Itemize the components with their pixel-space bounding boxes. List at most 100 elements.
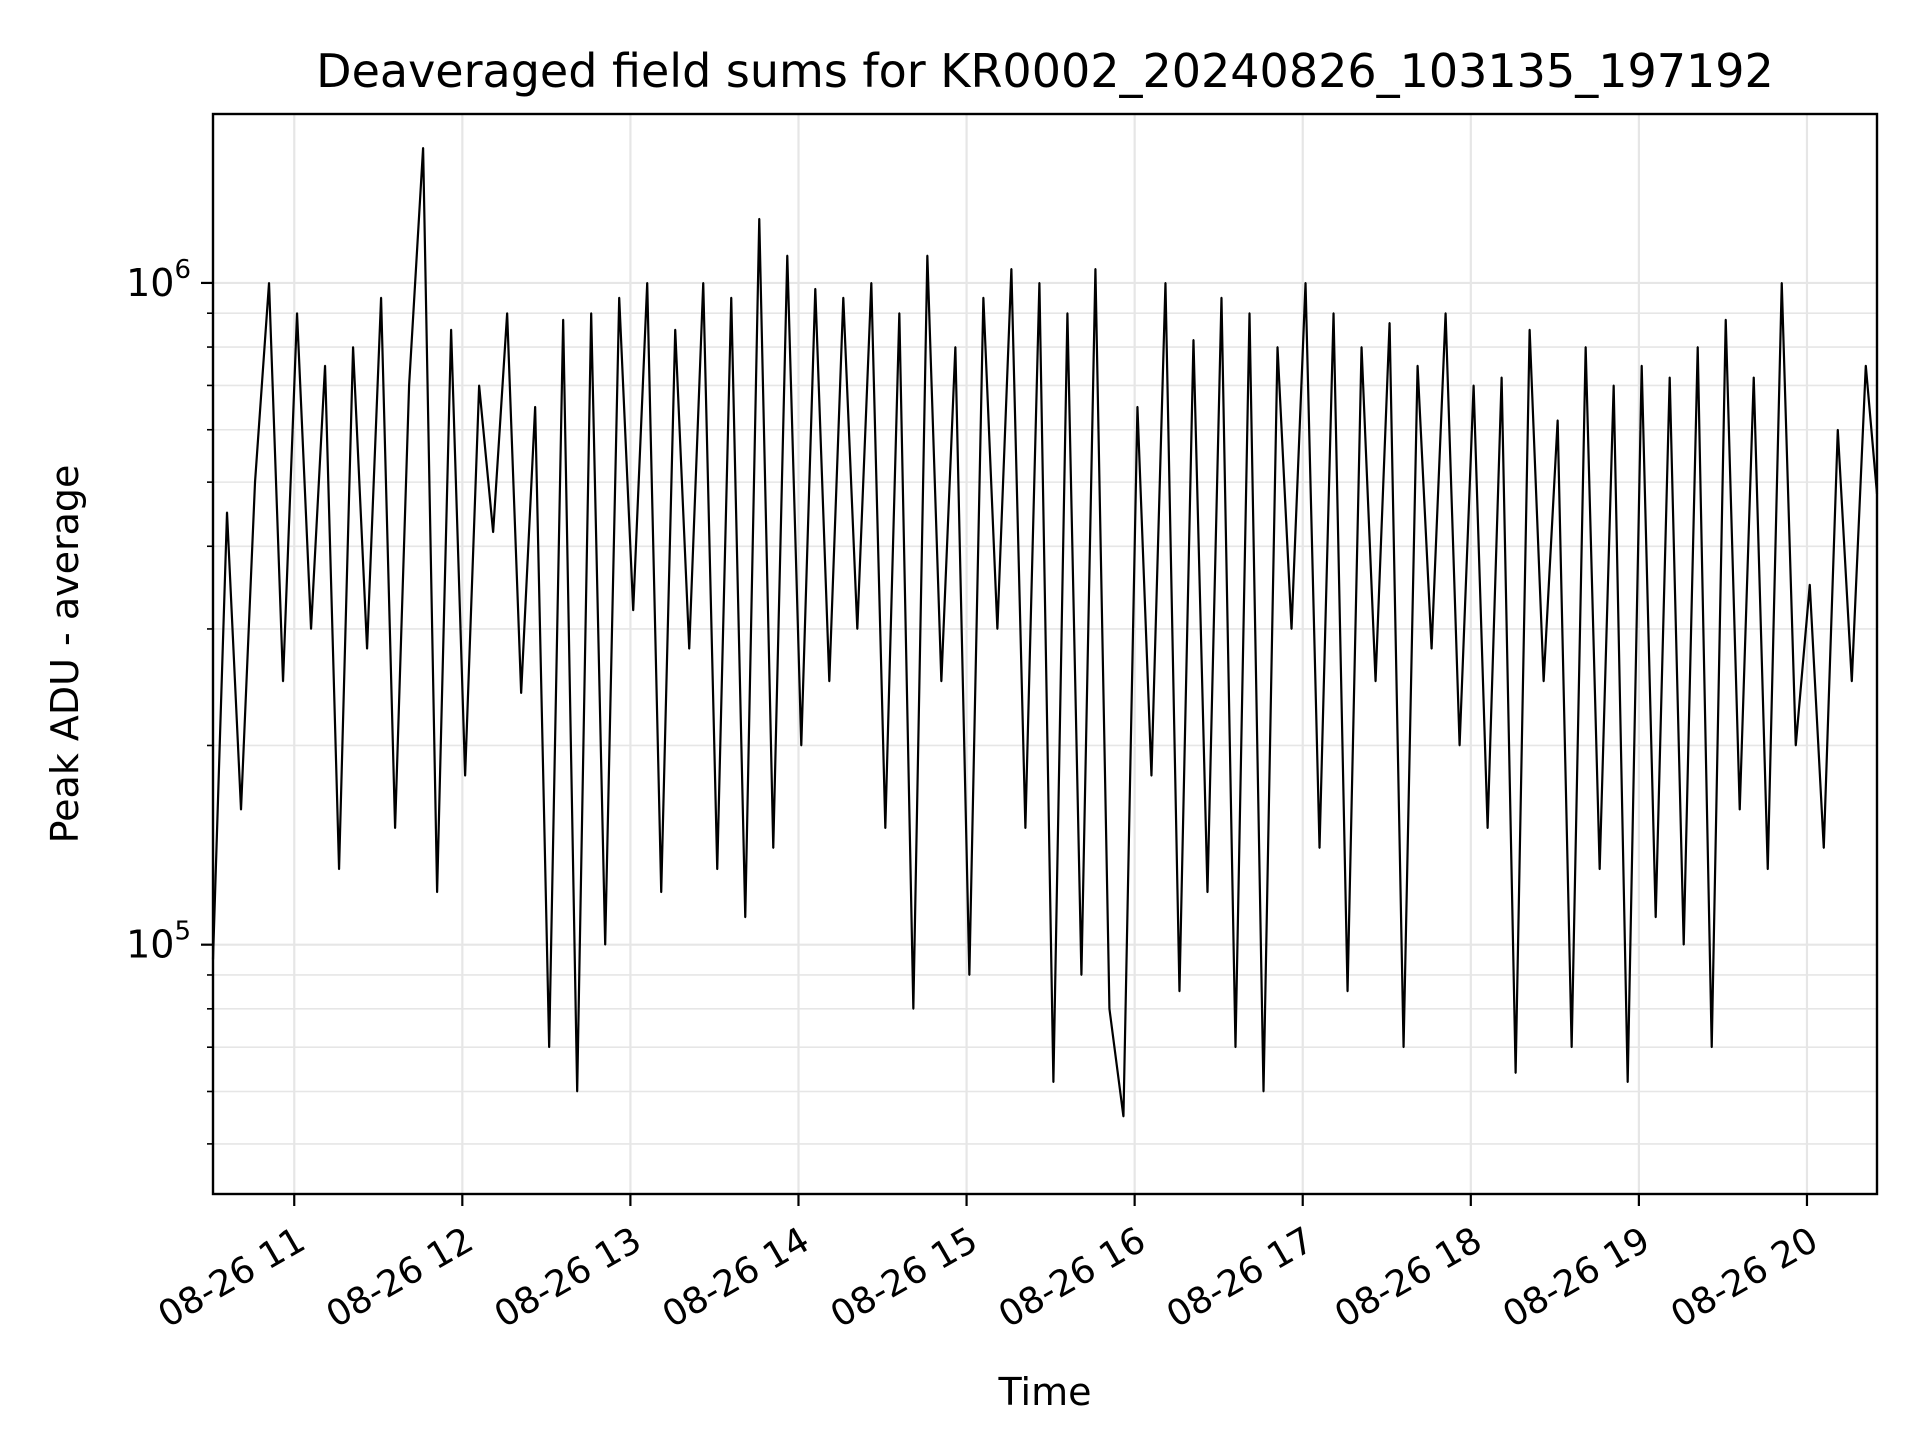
data-point [1164,282,1167,284]
data-point [842,296,845,299]
data-point [1500,376,1503,379]
data-point [786,254,789,257]
data-point [1304,282,1307,284]
data-point [1150,774,1153,777]
y-axis: 105 106 [126,255,213,1145]
data-point [1514,1072,1517,1074]
data-point [492,531,495,534]
data-point [1766,868,1769,871]
data-point [1430,647,1433,650]
data-point [1444,312,1447,315]
data-point [590,312,593,315]
axes-frame [211,112,1879,1196]
data-point [240,808,242,811]
data-point [1724,318,1727,321]
y-tick-label: 105 [126,917,191,967]
data-point [380,296,382,299]
data-point [1416,364,1419,367]
data-point [1276,346,1279,348]
data-point [660,891,663,894]
y-axis-label: Peak ADU - average [43,465,87,844]
data-point [1038,282,1041,284]
data-point [1640,364,1643,367]
data-point [898,312,901,315]
data-point [1822,847,1825,849]
data-point [478,384,481,387]
y-tick-label: 106 [126,255,191,305]
data-point [996,628,999,630]
data-point [254,481,256,484]
data-point [1780,282,1783,284]
data-point [940,680,943,683]
data-point [506,312,509,315]
data-point [1584,346,1587,348]
data-point [352,346,354,348]
data-point [1206,891,1209,894]
data-point [1808,583,1811,586]
data-point [394,827,396,830]
data-point [884,827,887,830]
data-point [954,346,957,348]
data-point [1374,680,1377,683]
data-point [1612,384,1615,387]
plot-area [211,146,1879,1118]
data-point [1052,1081,1055,1083]
data-point [968,974,971,976]
data-point [1570,1046,1573,1049]
data-point [1626,1081,1629,1083]
data-point [1332,312,1335,315]
data-point [450,328,453,331]
data-point [1360,346,1363,348]
data-point [1556,419,1559,422]
data-point [464,774,467,777]
data-point [1080,974,1083,976]
data-point [366,647,368,650]
data-point [646,282,649,284]
data-point [1668,376,1671,379]
data-point [632,609,635,612]
data-point [1108,1007,1111,1010]
data-point [1738,808,1741,811]
x-axis-label: Time [998,1370,1092,1414]
data-point [1486,827,1489,830]
data-point [1528,328,1531,331]
data-point [744,916,747,919]
data-point [1388,322,1391,324]
data-point [296,312,298,315]
data-point [1654,916,1657,919]
data-point [1346,990,1349,993]
data-point [1864,364,1867,367]
data-point [618,296,621,299]
data-point [268,282,270,284]
data-point [1024,827,1027,830]
data-point [226,511,228,514]
data-point [1402,1046,1405,1049]
data-point [1696,346,1699,348]
data-point [758,217,761,220]
data-point [1136,405,1139,408]
data-point [926,254,929,257]
data-point [1850,680,1853,683]
data-point [408,384,410,387]
data-point [1248,312,1251,315]
data-point [534,405,537,408]
data-point [870,282,873,284]
data-point [1066,312,1069,315]
data-point [1220,296,1223,299]
data-point [324,364,326,367]
data-point [702,282,705,284]
data-point [1262,1090,1265,1093]
data-point [1752,376,1755,379]
data-point [1094,268,1097,270]
data-point [282,680,284,683]
data-point [310,628,312,630]
data-point [716,868,719,871]
data-point [548,1046,551,1049]
data-point [1682,943,1685,946]
data-point [1318,847,1321,849]
data-point [1290,628,1293,630]
data-point [1542,680,1545,683]
data-point [520,692,523,694]
